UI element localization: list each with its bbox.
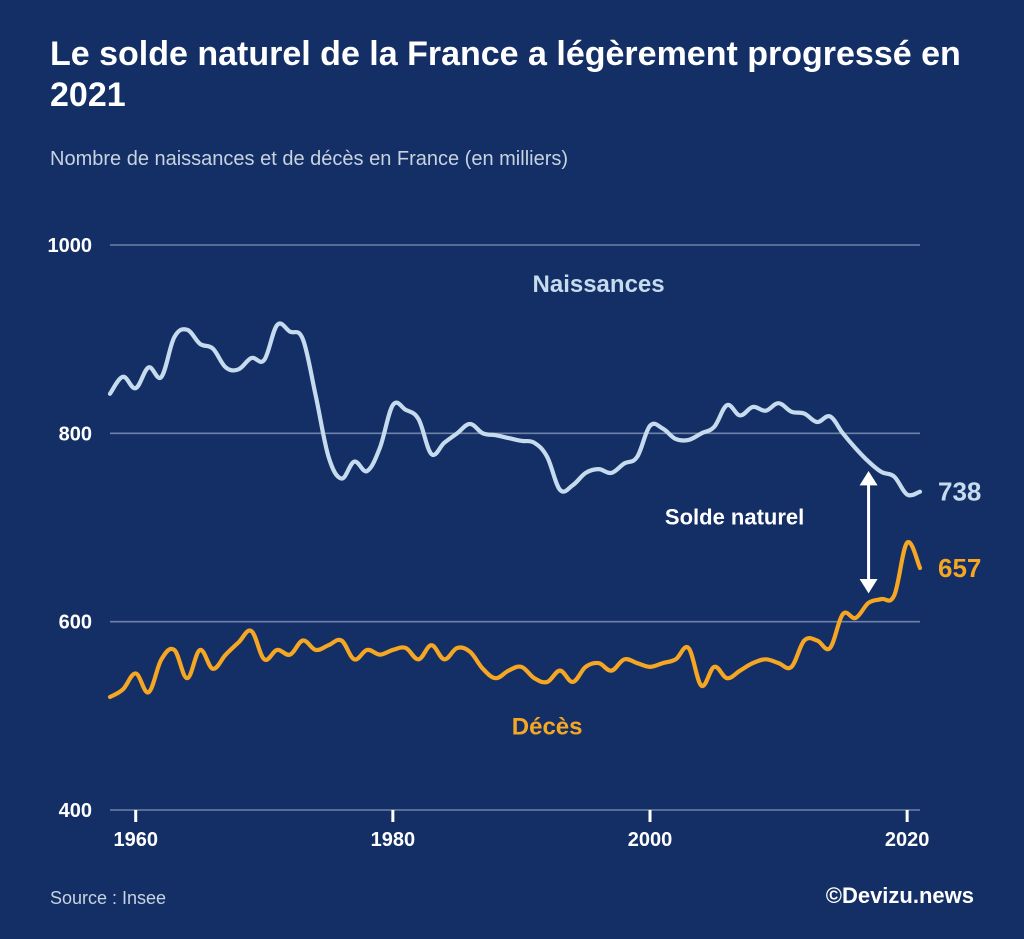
- solde-arrowhead-up: [860, 471, 878, 485]
- solde-arrowhead-down: [860, 579, 878, 593]
- source-label: Source : Insee: [50, 888, 166, 909]
- ytick-label: 400: [59, 800, 92, 822]
- deaths-line: [110, 542, 920, 697]
- ytick-label: 1000: [48, 235, 93, 257]
- ytick-label: 800: [59, 423, 92, 445]
- births-label: Naissances: [533, 271, 665, 298]
- ytick-label: 600: [59, 612, 92, 634]
- solde-annotation-text: Solde naturel: [665, 505, 804, 530]
- xtick-label: 1960: [113, 829, 158, 851]
- chart-page: Le solde naturel de la France a légèreme…: [0, 0, 1024, 939]
- deaths-label: Décès: [512, 714, 583, 741]
- xtick-label: 2020: [885, 829, 930, 851]
- credit-label: ©Devizu.news: [826, 883, 974, 909]
- xtick-label: 1980: [371, 829, 416, 851]
- xtick-label: 2000: [628, 829, 673, 851]
- chart-area: 400 600 800 1000 1960 1980 2000 2020 Naissances 7…: [0, 0, 1024, 939]
- births-end-value: 738: [938, 477, 981, 507]
- line-chart-svg: 400 600 800 1000 1960 1980 2000 2020 Naissances 7…: [0, 0, 1024, 939]
- births-line: [110, 324, 920, 496]
- deaths-end-value: 657: [938, 553, 981, 583]
